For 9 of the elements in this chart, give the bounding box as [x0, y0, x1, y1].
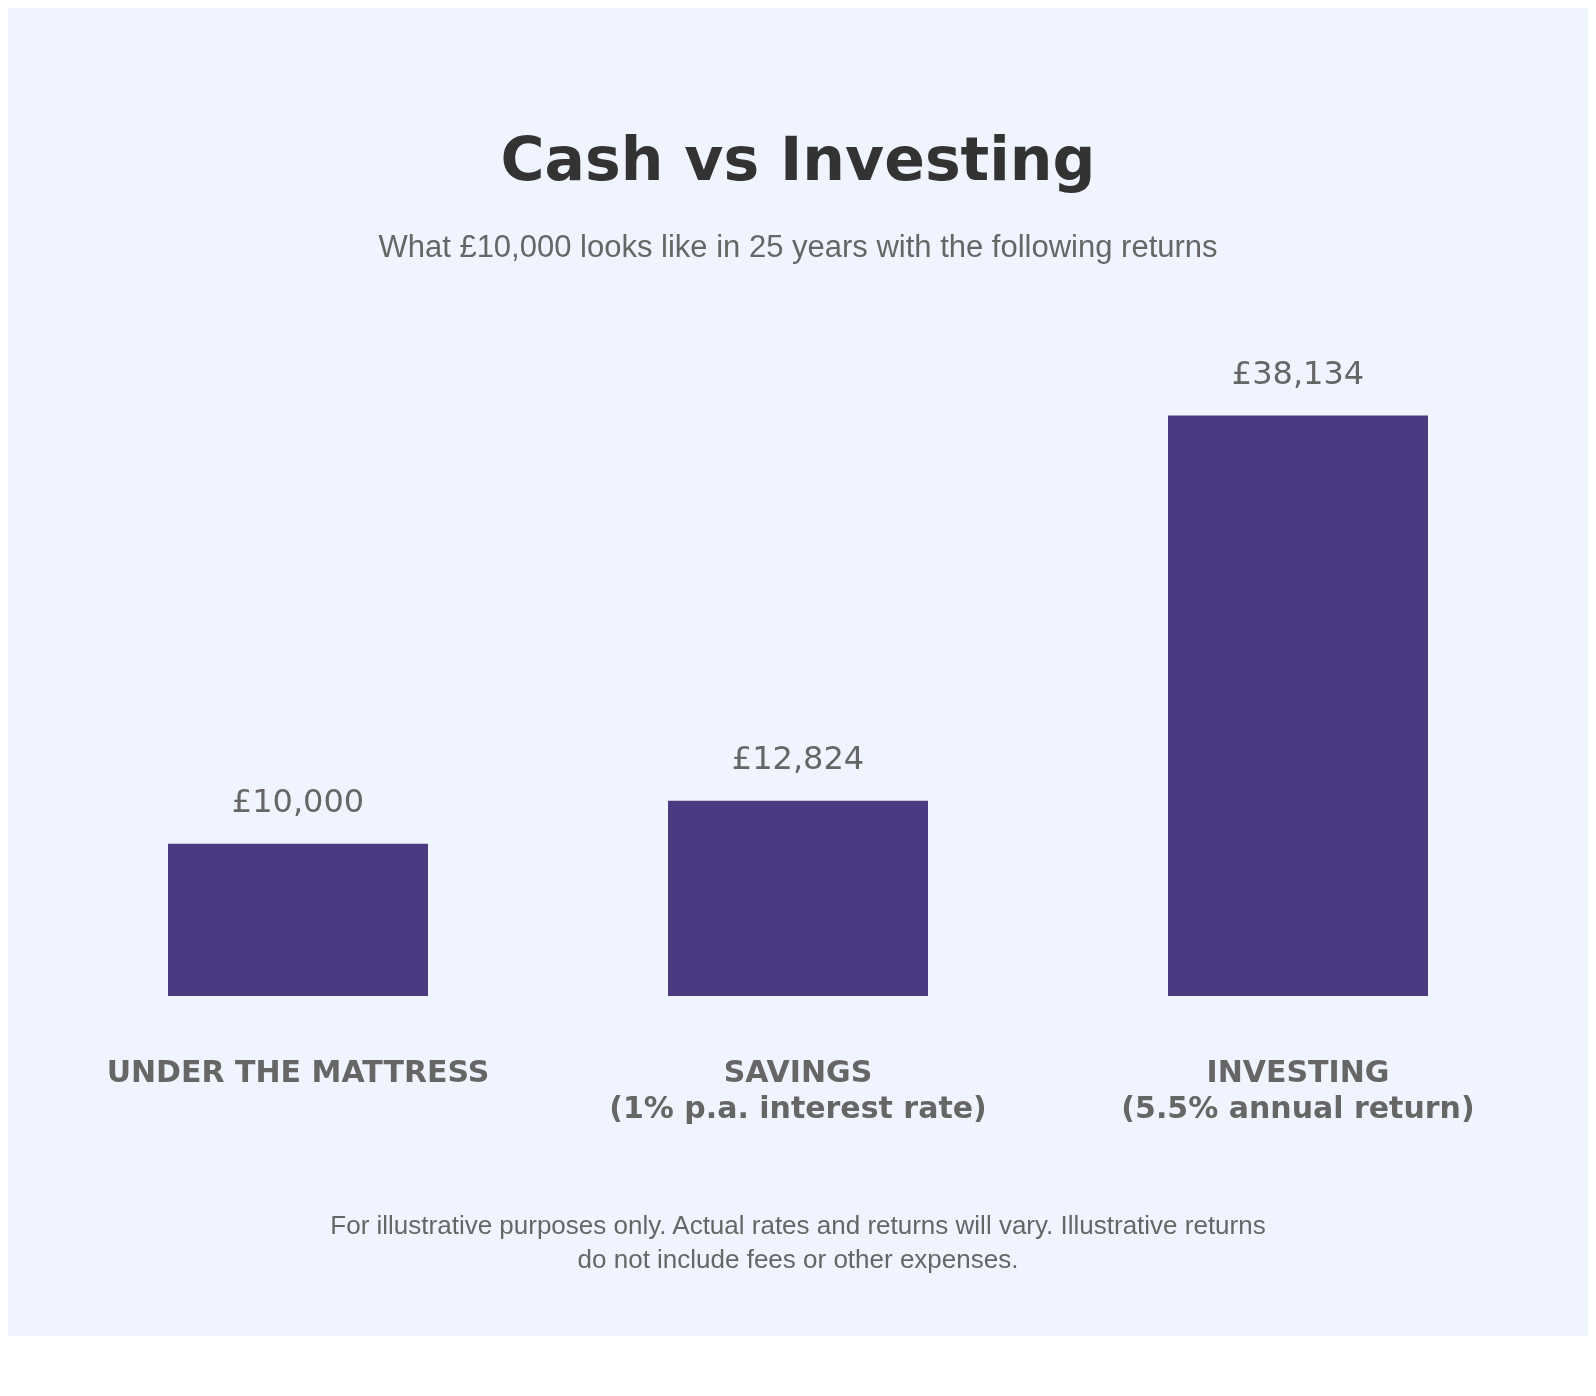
- chart-title: Cash vs Investing: [500, 123, 1096, 194]
- x-tick-label: INVESTING (5.5% annual return): [1121, 1053, 1475, 1125]
- x-tick-label: UNDER THE MATTRESS: [106, 1053, 490, 1089]
- data-label: £12,824: [731, 739, 865, 778]
- data-label: £10,000: [231, 782, 365, 821]
- text: For illustrative purposes only. Actual rates and returns will vary. Illustrative returns do not include fees or other expenses.: [329, 1209, 1267, 1276]
- chart-subtitle: What £10,000 looks like in 25 years with the following returns: [378, 229, 1218, 265]
- x-tick-label: SAVINGS (1% p.a. interest rate): [609, 1053, 987, 1125]
- data-label: £38,134: [1231, 353, 1365, 392]
